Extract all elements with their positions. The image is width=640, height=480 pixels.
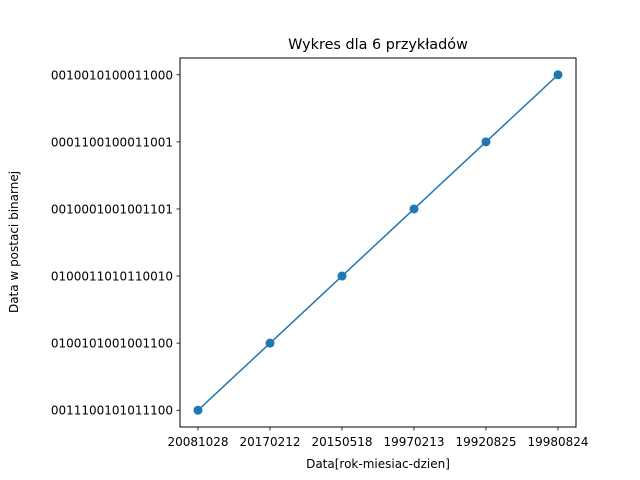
series-line [197,74,559,411]
data-point [193,405,203,415]
data-point [337,271,347,281]
series-layer [193,70,563,415]
x-tick-label: 19980824 [527,435,588,449]
y-tick-label: 0010010100011000 [51,68,173,82]
x-axis-ticks: 20081028 20170212 20150518 19970213 19920825… [167,427,589,449]
y-tick-label: 0100101001001100 [51,337,173,351]
y-tick-label: 0011100101011100 [51,404,173,418]
data-point [265,338,275,348]
y-axis-ticks: 0011100101011100 0100101001001100 01000110… [51,68,180,418]
x-tick-label: 20150518 [311,435,372,449]
x-tick-label: 19970213 [383,435,444,449]
x-tick-label: 20081028 [167,435,228,449]
chart-title: Wykres dla 6 przykładów [288,37,468,53]
data-point [409,204,419,214]
y-tick-label: 0001100100011001 [51,135,173,149]
y-tick-label: 0100011010110010 [51,270,173,284]
y-tick-label: 0010001001001101 [51,202,173,216]
plot-frame [179,57,577,428]
data-point [553,70,563,80]
x-tick-label: 19920825 [455,435,516,449]
data-point [481,137,491,147]
x-axis-label: Data[rok-miesiac-dzien] [306,457,450,471]
x-tick-label: 20170212 [239,435,300,449]
y-axis-label: Data w postaci binarnej [7,171,21,313]
